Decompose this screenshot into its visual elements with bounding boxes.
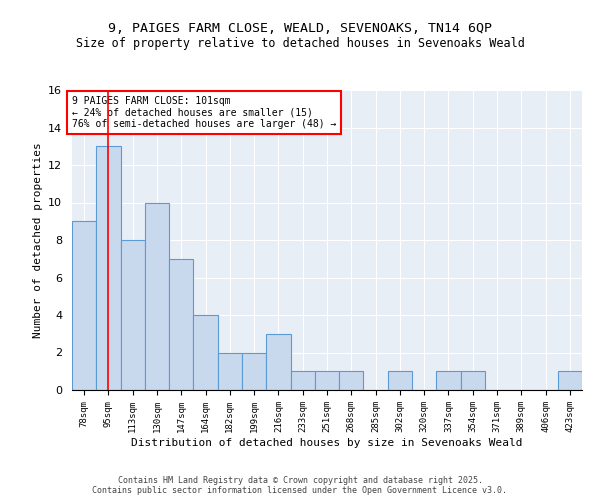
Bar <box>169 259 193 390</box>
Bar <box>121 240 145 390</box>
Bar <box>339 371 364 390</box>
Text: Contains HM Land Registry data © Crown copyright and database right 2025.
Contai: Contains HM Land Registry data © Crown c… <box>92 476 508 495</box>
Bar <box>388 371 412 390</box>
Text: 9, PAIGES FARM CLOSE, WEALD, SEVENOAKS, TN14 6QP: 9, PAIGES FARM CLOSE, WEALD, SEVENOAKS, … <box>108 22 492 36</box>
Bar <box>461 371 485 390</box>
Bar <box>436 371 461 390</box>
Bar <box>193 315 218 390</box>
Text: Size of property relative to detached houses in Sevenoaks Weald: Size of property relative to detached ho… <box>76 38 524 51</box>
Bar <box>145 202 169 390</box>
Bar <box>315 371 339 390</box>
Text: 9 PAIGES FARM CLOSE: 101sqm
← 24% of detached houses are smaller (15)
76% of sem: 9 PAIGES FARM CLOSE: 101sqm ← 24% of det… <box>72 96 337 129</box>
Bar <box>218 352 242 390</box>
X-axis label: Distribution of detached houses by size in Sevenoaks Weald: Distribution of detached houses by size … <box>131 438 523 448</box>
Bar <box>266 334 290 390</box>
Bar <box>242 352 266 390</box>
Bar <box>290 371 315 390</box>
Bar <box>96 146 121 390</box>
Bar <box>72 221 96 390</box>
Bar <box>558 371 582 390</box>
Y-axis label: Number of detached properties: Number of detached properties <box>32 142 43 338</box>
